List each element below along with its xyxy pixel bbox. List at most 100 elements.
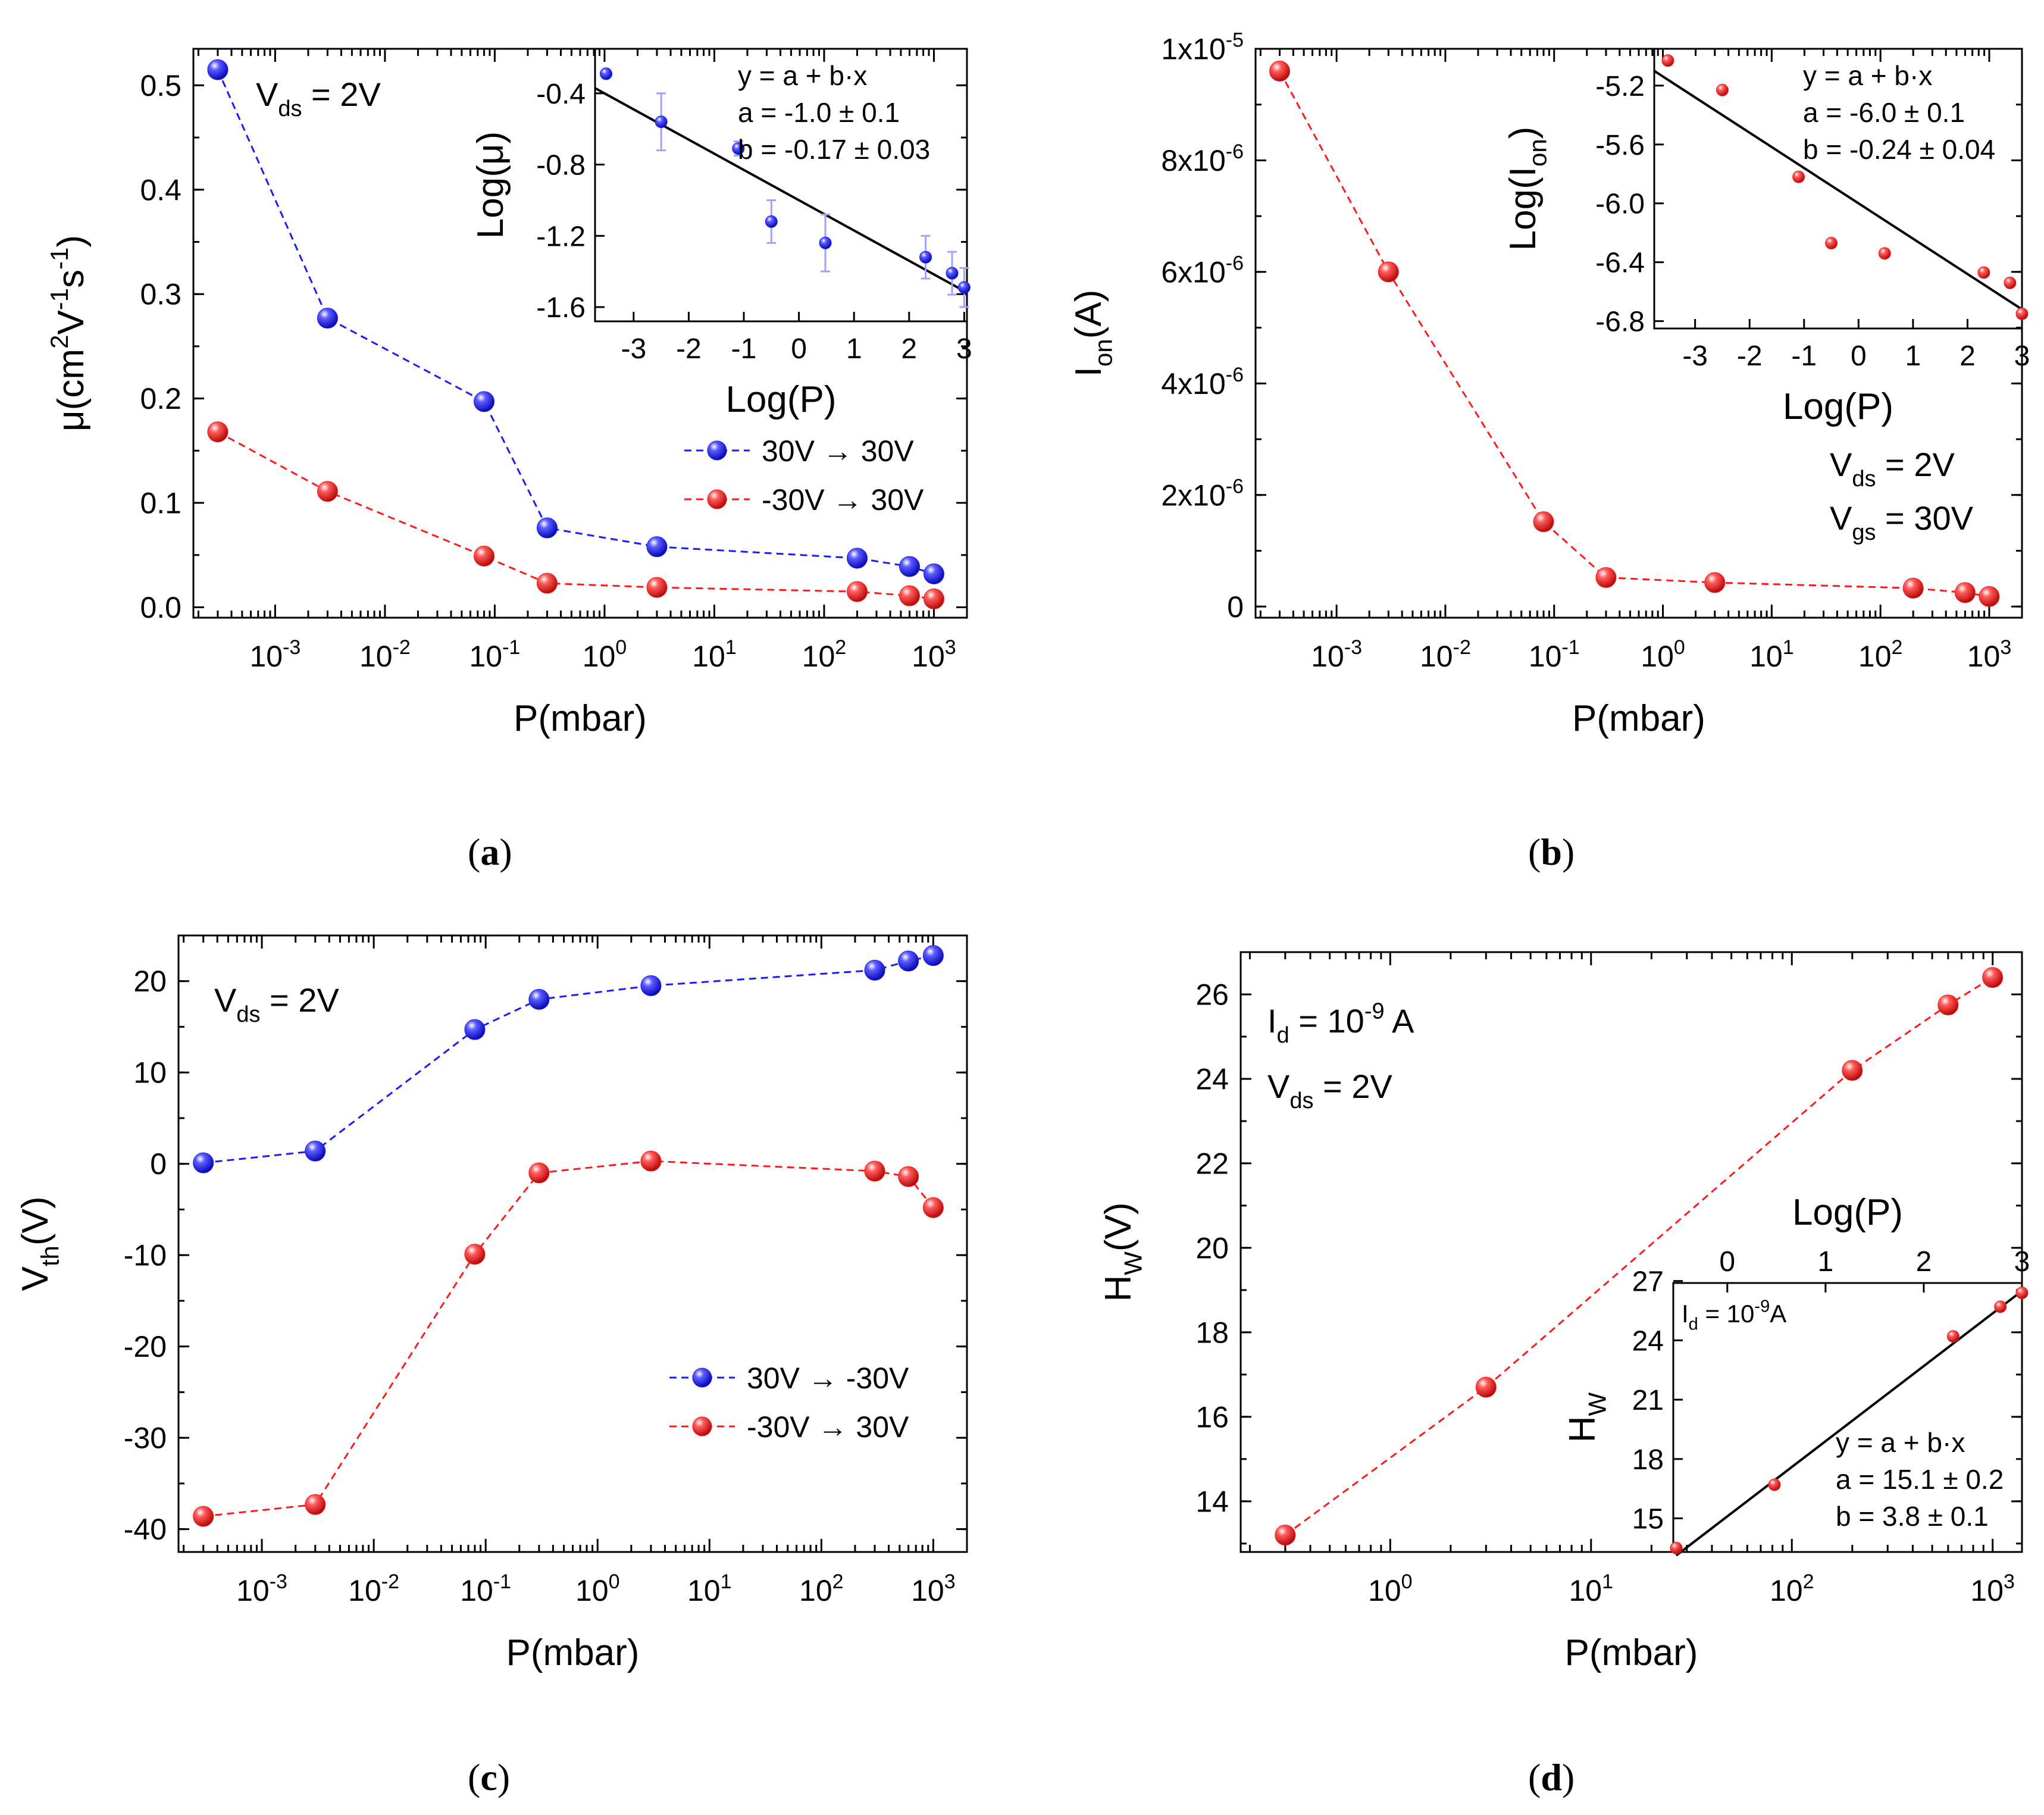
panel-b-inset-x-tick-label: 2 xyxy=(1960,340,1976,372)
panel-a-series-0-point xyxy=(923,563,944,584)
panel-a-inset-x-axis-label: Log(P) xyxy=(725,379,836,420)
panel-c-series-0-point xyxy=(864,959,885,981)
panel-b-inset-point xyxy=(1716,83,1729,96)
panel-a-inset-point xyxy=(957,281,971,294)
panel-d-annotation-vds: Vds​ = 2V xyxy=(1267,1068,1392,1113)
panel-b-y-axis-label: Ion​(A) xyxy=(1068,290,1118,377)
panel-c-series-1-point xyxy=(528,1162,550,1184)
panel-d-series-0-point xyxy=(1275,1525,1296,1546)
panel-a-inset-point xyxy=(919,251,932,264)
panel-d-x-axis-label: P(mbar) xyxy=(1565,1632,1698,1673)
panel-c-series-1-point xyxy=(193,1506,214,1527)
panel-a-inset-y-axis-label: Log(μ) xyxy=(470,132,511,239)
panel-b-inset-y-axis-label: Log(Ion​) xyxy=(1503,127,1552,251)
panel-a-series-0-point xyxy=(846,547,868,569)
panel-c-series-line-1 xyxy=(203,1160,934,1517)
panel-b-inset-point xyxy=(1661,54,1674,67)
panel-c-legend-marker-0 xyxy=(692,1367,712,1388)
panel-a-x-tick-label: 100​ xyxy=(583,636,627,673)
panel-b-inset-point xyxy=(1878,247,1891,260)
panel-a-y-tick-label: 0.1 xyxy=(140,487,181,520)
panel-c-x-tick-label: 10-1​ xyxy=(460,1570,511,1607)
panel-d-inset-frame xyxy=(1672,1282,2023,1553)
panel-b-y-tick-label: 8x10-6​ xyxy=(1161,140,1244,177)
panel-b-series-0-point xyxy=(1704,572,1726,593)
panel-a-inset-y-tick-label: -0.8 xyxy=(536,150,586,182)
panel-d-inset-x-axis-label: Log(P) xyxy=(1792,1192,1903,1233)
panel-a-inset-x-tick-label: -1 xyxy=(731,333,757,365)
panel-c-x-tick-label: 10-2​ xyxy=(348,1570,399,1607)
panel-c-y-axis-label: Vth​(V) xyxy=(15,1196,64,1291)
panel-b-x-tick-label: 10-1​ xyxy=(1529,636,1580,673)
caption-a: (a) xyxy=(468,831,512,873)
panel-d-inset-x-tick-label: 0 xyxy=(1719,1246,1735,1278)
panel-c-plot-frame xyxy=(177,934,968,1553)
panel-a-series-0-point xyxy=(536,517,558,539)
panel-b-series-0-point xyxy=(1269,60,1291,82)
panel-c-series-0-point xyxy=(193,1152,214,1174)
panel-c-series-0-point xyxy=(898,950,919,972)
panel-c-series-1-point xyxy=(305,1494,326,1515)
panel-c-x-tick-label: 100​ xyxy=(575,1570,620,1607)
panel-c-y-tick-label: 20 xyxy=(133,965,167,998)
panel-a-inset-x-tick-label: 0 xyxy=(791,333,807,365)
panel-b-y-tick-label: 6x10-6​ xyxy=(1161,252,1244,289)
panel-c-y-tick-label: 0 xyxy=(150,1147,167,1181)
chart-layer: 10-3​ 10-2​ 10-1​ 100​ 101​ 102​ 103​ 0.0 0.1 0.2… xyxy=(15,29,2030,1674)
panel-b-x-axis-label: P(mbar) xyxy=(1572,698,1705,739)
panel-d-inset-y-tick-label: 15 xyxy=(1632,1504,1664,1535)
panel-d-inset-x-tick-label: 2 xyxy=(1916,1246,1932,1278)
panel-a-x-tick-label: 10-2​ xyxy=(359,636,411,673)
panel-d-x-tick-label: 103​ xyxy=(1970,1570,2015,1607)
panel-d-y-tick-label: 18 xyxy=(1195,1316,1229,1349)
panel-b-inset-x-tick-label: 0 xyxy=(1851,340,1867,372)
caption-c: (c) xyxy=(468,1756,511,1798)
panel-d-inset-fit-text: b = 3.8 ± 0.1 xyxy=(1836,1501,1989,1532)
panel-a-inset-x-tick-label: 1 xyxy=(846,333,862,365)
panel-a-series-1-point xyxy=(846,581,868,602)
panel-a-legend-label-1: -30V → 30V xyxy=(762,483,924,517)
panel-b-inset-x-tick-label: -3 xyxy=(1682,340,1708,372)
panel-d-series-0-point xyxy=(1982,967,2004,988)
panel-a-y-axis-label: μ(cm2​V-1​s-1​) xyxy=(45,235,92,431)
panel-d-inset-point xyxy=(2015,1287,2029,1300)
panel-b-inset-point xyxy=(1825,237,1838,250)
panel-b-inset-x-tick-label: 1 xyxy=(1905,340,1921,372)
panel-b-inset-point xyxy=(2004,276,2017,289)
panel-d-inset-annotation: Id​ = 10-9​A xyxy=(1682,1297,1786,1334)
panel-c-y-tick-label: 10 xyxy=(133,1056,167,1090)
panel-a-series-1-point xyxy=(317,481,338,502)
panel-d-inset-point xyxy=(1670,1541,1683,1554)
panel-b-annotation-vgs: Vgs​ = 30V xyxy=(1830,499,1974,545)
panel-b-series-0-point xyxy=(1378,261,1399,283)
panel-d-inset-fit-line xyxy=(1675,1290,2023,1557)
panel-c-series-1-point xyxy=(640,1150,662,1172)
panel-a-inset-frame xyxy=(594,48,968,323)
panel-a-x-axis-label: P(mbar) xyxy=(514,698,647,739)
panel-b-inset-y-tick-label: -6.4 xyxy=(1595,248,1645,279)
panel-a-legend-marker-1 xyxy=(707,489,727,509)
panel-d-y-tick-label: 22 xyxy=(1195,1147,1229,1180)
panel-a-inset-point xyxy=(819,236,832,249)
panel-c-series-1-point xyxy=(898,1166,919,1187)
panel-b-x-tick-label: 102​ xyxy=(1858,636,1903,673)
panel-d-y-axis-label: HW​(V) xyxy=(1098,1202,1147,1301)
panel-d-x-tick-label: 101​ xyxy=(1569,1570,1613,1607)
panel-a-inset-fit-text: b = -0.17 ± 0.03 xyxy=(738,134,930,165)
panel-b-inset-point xyxy=(1977,266,1990,279)
panel-d-inset-point xyxy=(1768,1478,1781,1491)
panel-b-inset-x-tick-label: -1 xyxy=(1791,340,1817,372)
panel-d-y-tick-label: 20 xyxy=(1195,1231,1229,1265)
panel-b-y-tick-label: 2x10-6​ xyxy=(1161,475,1244,512)
panel-d-inset-y-tick-label: 18 xyxy=(1632,1444,1664,1476)
panel-c-series-1-point xyxy=(864,1160,885,1182)
panel-d-x-tick-label: 100​ xyxy=(1368,1570,1413,1607)
panel-a-series-0-point xyxy=(207,59,228,80)
panel-a-legend-label-0: 30V → 30V xyxy=(762,434,914,468)
panel-c-x-tick-label: 103​ xyxy=(911,1570,956,1607)
panel-b-y-tick-label: 1x10-5​ xyxy=(1161,29,1244,66)
panel-d-y-tick-label: 16 xyxy=(1195,1400,1229,1434)
panel-c-legend-label-1: -30V → 30V xyxy=(747,1410,909,1444)
panel-a-x-tick-label: 10-1​ xyxy=(469,636,520,673)
